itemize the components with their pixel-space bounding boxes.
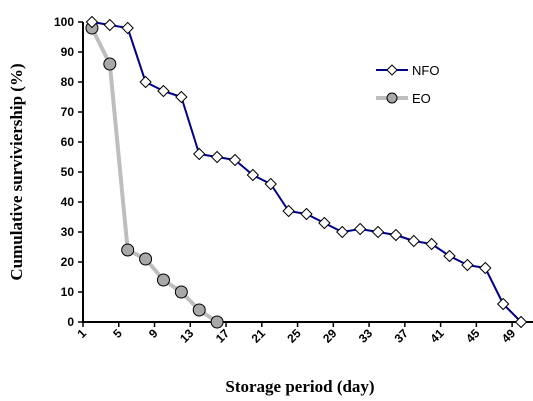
y-tick-label: 90 [61, 45, 75, 59]
plot-area: 0 10 20 30 40 50 60 70 80 90 100 1 5 9 13 17 21 25 29 33 37… [54, 15, 533, 346]
legend-marker-nfo [386, 64, 398, 76]
y-tick-label: 0 [67, 315, 74, 329]
data-point-nfo [336, 225, 349, 239]
y-tick-label: 50 [61, 165, 75, 179]
data-point-nfo [139, 75, 152, 89]
data-point-nfo [85, 15, 99, 29]
x-tick-label: 41 [427, 326, 447, 346]
series-line-eo [90, 27, 219, 324]
data-point-eo [139, 252, 153, 266]
x-tick-label: 9 [146, 326, 161, 341]
data-point-nfo [318, 216, 331, 230]
data-point-eo [192, 303, 206, 317]
x-tick-label: 49 [499, 326, 519, 346]
data-point-nfo [496, 297, 510, 311]
y-tick-label: 40 [61, 195, 75, 209]
data-point-nfo [193, 147, 206, 161]
x-tick-label: 45 [463, 326, 483, 346]
y-tick-label: 20 [61, 255, 75, 269]
data-point-nfo [228, 153, 242, 167]
data-point-eo [174, 285, 188, 299]
x-ticks: 1 5 9 13 17 21 25 29 33 37 41 45 49 [74, 322, 518, 346]
x-tick-label: 29 [320, 326, 340, 346]
data-point-nfo [407, 234, 420, 248]
x-tick-label: 21 [249, 326, 269, 346]
y-tick-label: 60 [61, 135, 75, 149]
x-tick-label: 17 [213, 326, 233, 346]
y-tick-label: 30 [61, 225, 75, 239]
y-ticks: 0 10 20 30 40 50 60 70 80 90 100 [54, 15, 83, 329]
data-point-nfo [514, 315, 528, 329]
y-tick-label: 70 [61, 105, 75, 119]
data-point-nfo [300, 207, 313, 221]
data-point-nfo [103, 18, 117, 32]
x-axis-title: Storage period (day) [225, 377, 374, 396]
x-tick-label: 33 [356, 326, 376, 346]
data-point-nfo [246, 168, 260, 182]
data-point-eo [156, 273, 170, 287]
data-point-nfo [425, 237, 438, 251]
x-tick-label: 13 [177, 326, 197, 346]
data-point-nfo [353, 222, 367, 236]
series-line-nfo [91, 21, 522, 323]
x-tick-label: 37 [392, 326, 412, 346]
data-point-nfo [175, 90, 188, 104]
data-point-eo [121, 243, 135, 257]
data-point-nfo [479, 261, 492, 275]
y-tick-label: 10 [61, 285, 75, 299]
data-point-nfo [389, 228, 403, 242]
legend-label-nfo: NFO [412, 63, 439, 78]
y-tick-label: 100 [54, 15, 74, 29]
data-point-nfo [210, 150, 224, 164]
data-point-nfo [157, 84, 170, 98]
data-point-nfo [264, 177, 277, 191]
data-point-eo [210, 315, 224, 329]
y-axis-title: Cumulative surviviership (%) [7, 63, 26, 280]
x-tick-label: 25 [284, 326, 304, 346]
data-point-nfo [443, 249, 456, 263]
x-tick-label: 5 [110, 326, 125, 341]
legend: NFO EO [376, 63, 439, 106]
legend-marker-eo [386, 92, 398, 104]
x-tick-label: 1 [74, 326, 89, 341]
y-tick-label: 80 [61, 75, 75, 89]
legend-label-eo: EO [412, 91, 431, 106]
data-point-nfo [461, 258, 474, 272]
data-point-nfo [121, 21, 134, 35]
data-point-nfo [371, 225, 385, 239]
data-point-eo [103, 57, 117, 71]
data-point-nfo [282, 204, 295, 218]
series-layer [85, 15, 528, 329]
